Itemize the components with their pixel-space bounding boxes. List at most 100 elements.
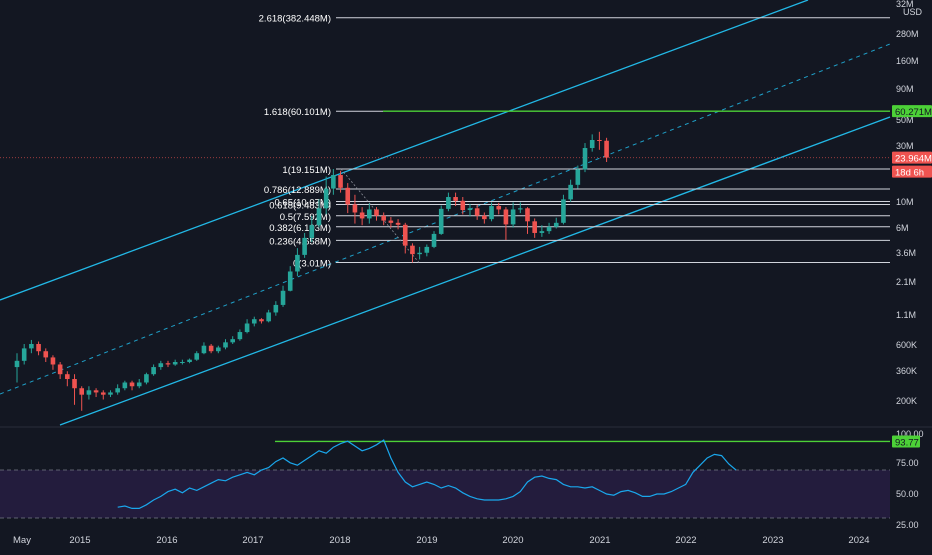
candle-body — [266, 312, 271, 322]
price-axis-badge-text: 60.271M — [895, 107, 932, 118]
channel-upper-line — [0, 0, 809, 301]
candle-body — [438, 208, 444, 234]
candle-body — [244, 323, 250, 333]
currency-label: USD — [903, 7, 923, 17]
candle-body — [575, 169, 581, 185]
candle-body — [14, 360, 20, 368]
price-axis-badge — [892, 151, 932, 164]
candle-body — [129, 382, 135, 387]
time-axis-tick: 2015 — [69, 535, 90, 546]
candle-body — [72, 379, 77, 389]
candle-body — [259, 319, 264, 322]
candle-body — [316, 208, 322, 226]
candle-body — [287, 271, 293, 291]
candle-body — [582, 148, 588, 170]
candle-body — [136, 382, 142, 387]
candle-body — [410, 245, 415, 255]
candle-body — [604, 140, 609, 158]
candle-body — [180, 362, 185, 364]
price-axis-tick: 1.1M — [896, 310, 916, 320]
candle-body — [532, 221, 537, 233]
price-axis-tick: 10M — [896, 197, 914, 207]
fib-level-label: 0.618(9.483M) — [269, 201, 331, 212]
candle-body — [561, 199, 566, 223]
candle-body — [331, 175, 336, 189]
candle-body — [172, 362, 178, 365]
candle-body — [115, 388, 120, 393]
time-axis-tick: 2023 — [762, 535, 783, 546]
candle-body — [345, 187, 351, 205]
candle-body — [302, 237, 307, 255]
candle-body — [93, 390, 99, 393]
candle-body — [251, 319, 257, 324]
candle-body — [352, 204, 358, 213]
candle-body — [216, 347, 221, 352]
candle-body — [50, 357, 56, 365]
fib-level-label: 1.618(60.101M) — [264, 107, 331, 118]
rsi-axis-tick: 25.00 — [896, 520, 919, 530]
candle-body — [597, 139, 602, 141]
fib-level-label: 1(19.151M) — [282, 165, 331, 176]
fib-level-label: 0.5(7.592M) — [280, 212, 331, 223]
candle-body — [489, 206, 494, 220]
candle-body — [402, 224, 408, 246]
time-axis-tick: 2024 — [848, 535, 869, 546]
fib-level-label: 0.382(6.103M) — [269, 223, 331, 234]
price-axis-badge — [892, 165, 932, 178]
price-axis-badge-text: 23.964M — [895, 154, 932, 165]
fib-level-label: 0.65(10.07M) — [274, 197, 331, 208]
candle-body — [417, 252, 422, 255]
candle-body — [21, 348, 27, 361]
candle-body — [323, 188, 329, 209]
candle-body — [496, 206, 502, 210]
candle-body — [122, 382, 128, 389]
candle-body — [510, 209, 516, 225]
candle-body — [295, 254, 300, 272]
candle-body — [223, 342, 228, 348]
rsi-axis-tick: 50.00 — [896, 489, 919, 499]
candle-body — [446, 197, 451, 209]
candle-body — [338, 175, 343, 188]
fib-level-label: 2.618(382.448M) — [259, 14, 331, 25]
rsi-axis-tick: 75.00 — [896, 458, 919, 468]
rsi-threshold-badge-text: 93.77 — [895, 437, 919, 448]
candle-body — [424, 246, 430, 253]
candle-body — [474, 208, 480, 216]
candle-body — [36, 343, 41, 352]
candle-body — [553, 222, 559, 227]
candle-body — [503, 209, 509, 225]
candle-body — [65, 374, 70, 380]
candle-body — [86, 390, 92, 395]
price-axis-tick: 360K — [896, 366, 917, 376]
candle-body — [518, 208, 523, 210]
price-axis-tick: 3.6M — [896, 248, 916, 258]
fib-level-label: 0(3.01M) — [293, 259, 331, 270]
rsi-threshold-badge — [892, 435, 920, 448]
price-axis-tick: 200K — [896, 396, 917, 406]
candle-body — [201, 345, 207, 354]
candle-body — [589, 139, 595, 149]
time-axis-tick: 2022 — [675, 535, 696, 546]
candle-body — [151, 367, 156, 375]
candle-body — [460, 200, 466, 211]
price-axis-tick: 2.1M — [896, 277, 916, 287]
candle-body — [108, 392, 113, 395]
channel-lower-line — [59, 116, 891, 426]
price-axis-tick: 50M — [896, 115, 914, 125]
price-axis-tick: 90M — [896, 84, 914, 94]
candle-body — [482, 215, 487, 220]
price-axis-badge — [892, 105, 932, 118]
rsi-line — [117, 439, 737, 509]
candle-body — [374, 209, 379, 216]
time-axis-tick: 2016 — [156, 535, 177, 546]
candle-body — [208, 345, 214, 352]
candle-body — [568, 184, 573, 200]
rsi-band — [0, 470, 890, 518]
candle-body — [57, 364, 63, 375]
price-axis-tick: 32M — [896, 0, 914, 9]
fib-level-label: 0.786(12.889M) — [264, 185, 331, 196]
candle-body — [29, 343, 34, 349]
candle-body — [280, 290, 286, 305]
rsi-axis-tick: 100.00 — [896, 429, 924, 439]
